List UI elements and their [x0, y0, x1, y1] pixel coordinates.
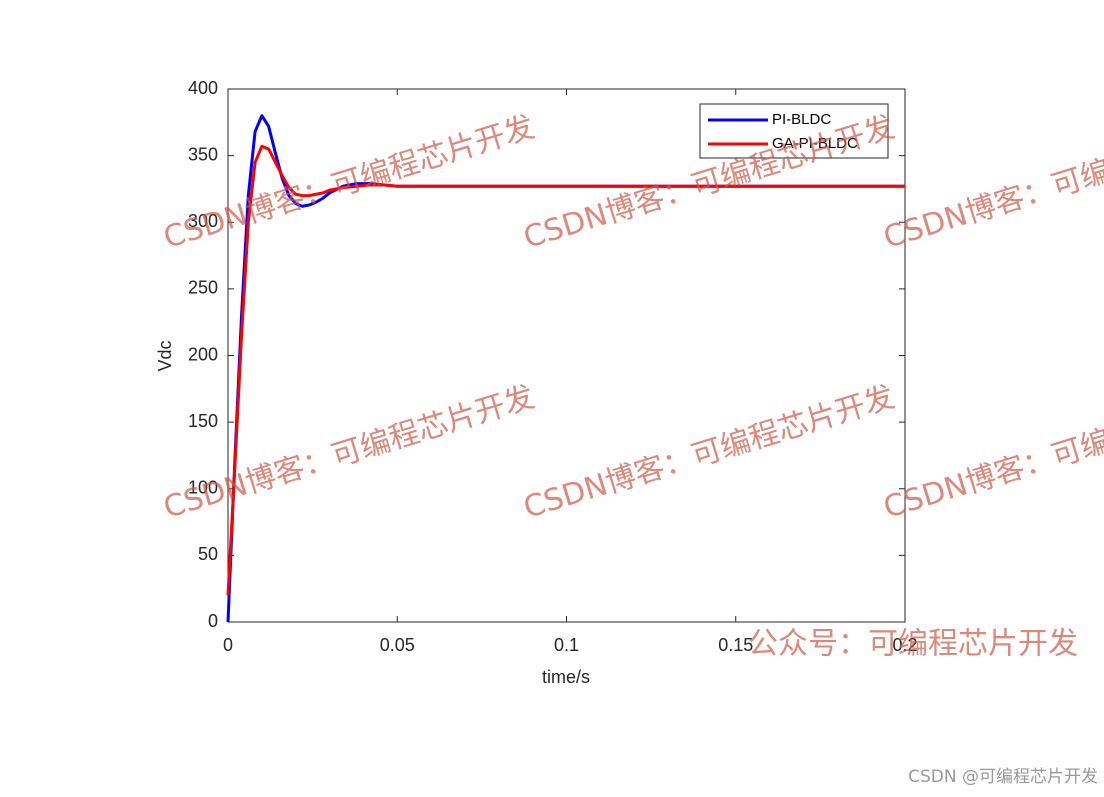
- y-axis-label: Vdc: [155, 340, 175, 371]
- y-tick-label: 200: [188, 344, 218, 364]
- x-tick-label: 0: [223, 635, 233, 655]
- watermark: CSDN博客：可编程芯片开发: [880, 380, 1104, 526]
- x-axis-label: time/s: [542, 667, 590, 687]
- y-tick-label: 0: [208, 611, 218, 631]
- legend-label: PI-BLDC: [772, 111, 831, 128]
- x-tick-label: 0.1: [554, 635, 579, 655]
- x-tick-label: 0.15: [718, 635, 753, 655]
- y-tick-label: 250: [188, 278, 218, 298]
- legend-label: GA-PI-BLDC: [772, 135, 858, 152]
- x-tick-label: 0.2: [892, 635, 917, 655]
- x-tick-label: 0.05: [380, 635, 415, 655]
- credit: CSDN @可编程芯片开发: [908, 767, 1098, 787]
- series-line: [226, 144, 905, 596]
- y-tick-label: 50: [198, 544, 218, 564]
- plot-area: [227, 88, 906, 623]
- legend-box: [699, 103, 889, 159]
- y-tick-label: 150: [188, 411, 218, 431]
- y-tick-label: 350: [188, 144, 218, 164]
- footer-watermark: 公众号：可编程芯片开发: [748, 627, 1078, 662]
- y-tick-label: 100: [188, 478, 218, 498]
- y-tick-label: 400: [188, 78, 218, 98]
- watermark: CSDN博客：可编程芯片开发: [880, 110, 1104, 256]
- y-tick-label: 300: [188, 211, 218, 231]
